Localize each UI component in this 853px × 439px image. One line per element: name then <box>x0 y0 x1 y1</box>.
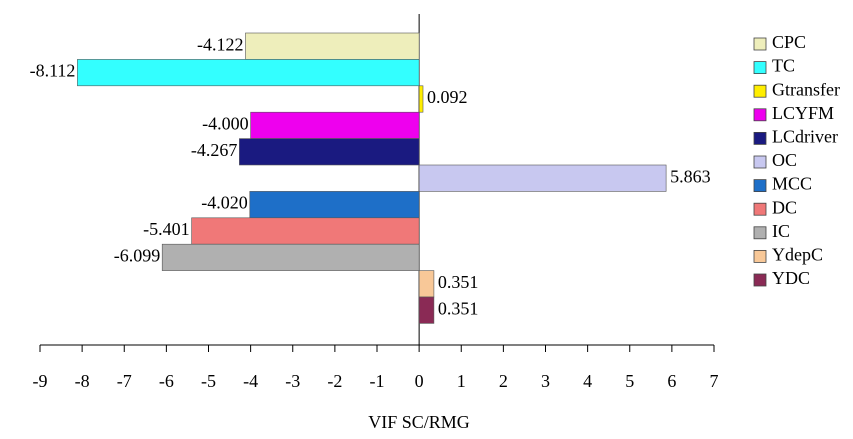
x-tick-label: 6 <box>667 371 676 391</box>
bar <box>161 243 420 271</box>
data-label: -6.099 <box>114 246 161 266</box>
legend-swatch <box>753 273 767 287</box>
x-tick-label: 4 <box>583 371 592 391</box>
legend-swatch <box>753 179 767 193</box>
x-tick-label: 5 <box>625 371 634 391</box>
legend-swatch <box>753 249 767 263</box>
bar <box>191 217 420 245</box>
x-tick-label: -6 <box>159 371 174 391</box>
x-tick-label: -9 <box>33 371 48 391</box>
x-tick-label: -3 <box>285 371 300 391</box>
x-tick-label: -4 <box>243 371 258 391</box>
x-tick-label: 3 <box>541 371 550 391</box>
bar <box>418 270 435 298</box>
x-tick-label: 7 <box>710 371 719 391</box>
bar <box>77 59 420 87</box>
legend-label: Gtransfer <box>772 79 840 99</box>
legend-swatch <box>753 84 767 98</box>
legend-label: LCdriver <box>772 127 838 147</box>
data-label: -4.020 <box>201 193 248 213</box>
legend-label: MCC <box>772 174 812 194</box>
bar <box>245 32 420 60</box>
x-tick-label: 0 <box>415 371 424 391</box>
legend-label: LCYFM <box>772 103 834 123</box>
legend-swatch <box>753 61 767 74</box>
legend-label: OC <box>772 150 797 170</box>
bar <box>418 296 435 324</box>
x-tick-label: -7 <box>117 371 132 391</box>
data-label: -8.112 <box>30 61 76 81</box>
legend-label: DC <box>772 197 797 217</box>
legend-swatch <box>753 108 767 122</box>
data-label: -4.000 <box>202 114 249 134</box>
legend-label: TC <box>772 56 795 76</box>
x-tick-label: -8 <box>75 371 90 391</box>
bar <box>418 85 424 113</box>
legend-swatch <box>753 202 767 216</box>
x-tick-label: 1 <box>457 371 466 391</box>
legend-swatch <box>753 131 767 145</box>
data-label: -4.122 <box>197 34 244 54</box>
x-tick-label: 2 <box>499 371 508 391</box>
bar <box>249 191 420 219</box>
x-tick-label: -1 <box>370 371 385 391</box>
legend-label: YDC <box>772 268 810 288</box>
bar <box>418 164 667 192</box>
bar <box>239 138 420 166</box>
data-label: 0.092 <box>427 87 468 107</box>
data-label: -4.267 <box>191 140 238 160</box>
data-label: 0.351 <box>438 298 479 318</box>
x-tick-label: -2 <box>327 371 342 391</box>
x-tick-label: -5 <box>201 371 216 391</box>
data-label: -5.401 <box>143 219 190 239</box>
bar <box>250 111 420 139</box>
legend-label: CPC <box>772 32 806 52</box>
legend-swatch <box>753 155 767 169</box>
legend-swatch <box>753 37 767 51</box>
data-label: 0.351 <box>438 272 479 292</box>
legend-label: YdepC <box>772 245 823 265</box>
x-axis-title: VIF SC/RMG <box>368 412 470 432</box>
legend-swatch <box>753 226 767 240</box>
data-label: 5.863 <box>670 166 711 186</box>
legend-label: IC <box>772 221 790 241</box>
